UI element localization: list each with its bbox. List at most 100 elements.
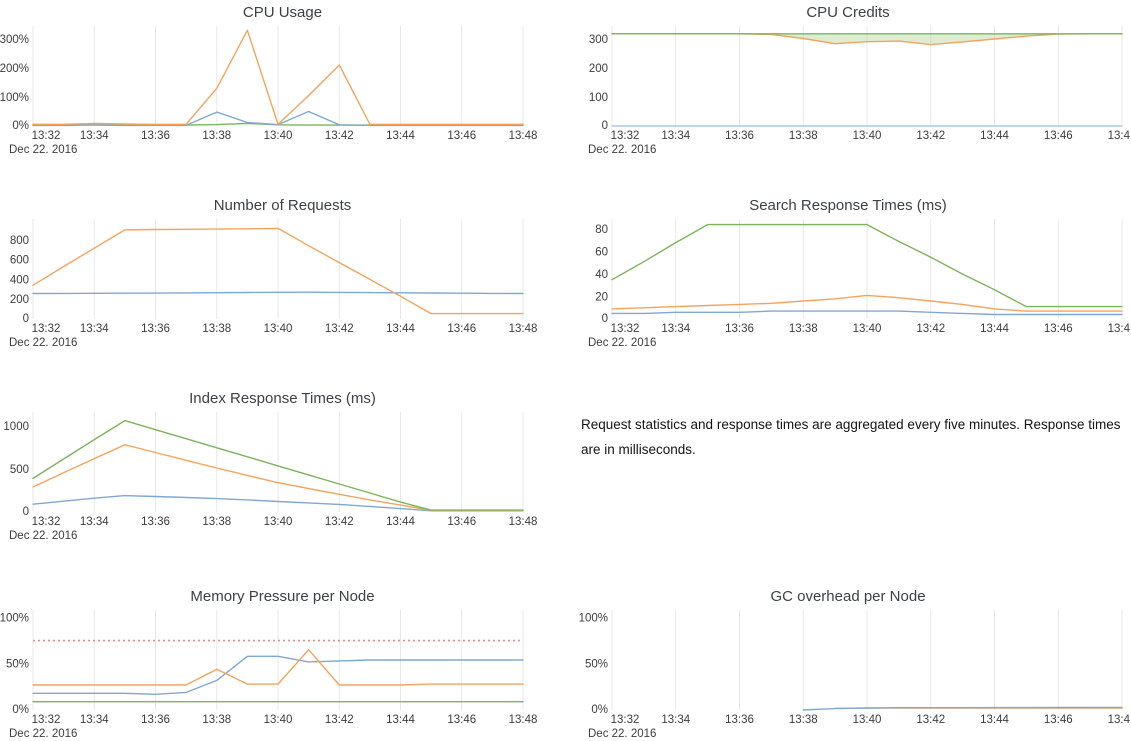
svg-text:200%: 200%: [0, 63, 29, 75]
search-response-times-plot: 0 20 40 60 80 13:32 13:34 13:36 13:38 13:40 13:42 1…: [588, 219, 1130, 349]
svg-text:0%: 0%: [12, 120, 29, 132]
svg-text:13:34: 13:34: [80, 714, 109, 726]
svg-text:300: 300: [589, 34, 608, 46]
svg-text:13:46: 13:46: [447, 714, 476, 726]
svg-text:50%: 50%: [6, 659, 29, 671]
svg-text:13:34: 13:34: [80, 516, 109, 528]
svg-text:0: 0: [23, 506, 29, 518]
svg-text:13:48: 13:48: [1108, 714, 1130, 726]
svg-text:13:48: 13:48: [1108, 130, 1130, 142]
svg-text:13:46: 13:46: [447, 323, 476, 335]
svg-text:13:38: 13:38: [789, 714, 818, 726]
chart-title-memory-pressure: Memory Pressure per Node: [190, 588, 375, 605]
svg-text:13:32: 13:32: [611, 130, 640, 142]
svg-text:800: 800: [10, 235, 29, 247]
chart-gc-overhead: GC overhead per Node 0% 50% 100% 13:32 13:34…: [565, 578, 1131, 741]
svg-text:13:42: 13:42: [325, 516, 354, 528]
svg-text:100%: 100%: [0, 92, 29, 104]
svg-text:13:42: 13:42: [325, 323, 354, 335]
svg-text:13:34: 13:34: [661, 714, 690, 726]
aggregation-note: Request statistics and response times ar…: [581, 417, 1121, 457]
svg-text:0: 0: [602, 313, 608, 325]
svg-text:13:36: 13:36: [141, 714, 170, 726]
svg-text:13:32: 13:32: [32, 130, 61, 142]
svg-text:20: 20: [595, 292, 608, 304]
svg-text:13:38: 13:38: [202, 516, 231, 528]
svg-text:13:46: 13:46: [1044, 714, 1073, 726]
svg-text:13:48: 13:48: [509, 516, 538, 528]
svg-text:13:44: 13:44: [980, 130, 1009, 142]
svg-text:Dec 22. 2016: Dec 22. 2016: [588, 144, 656, 156]
cpu-credits-plot: 0 100 200 300 13:32 13:34 13:36 13:38 13:40 13:42…: [588, 26, 1130, 156]
svg-text:60: 60: [595, 247, 608, 259]
svg-text:13:32: 13:32: [611, 714, 640, 726]
chart-title-cpu-credits: CPU Credits: [806, 4, 890, 21]
svg-text:13:38: 13:38: [789, 323, 818, 335]
svg-text:13:40: 13:40: [264, 130, 293, 142]
svg-text:13:34: 13:34: [661, 323, 690, 335]
svg-text:13:40: 13:40: [853, 130, 882, 142]
svg-text:50%: 50%: [585, 659, 608, 671]
cpu-usage-plot: 0% 100% 200% 300% 13:32 13:34 13:36 13:38 13:40 1…: [0, 26, 537, 156]
svg-text:13:40: 13:40: [853, 714, 882, 726]
svg-text:300%: 300%: [0, 34, 29, 46]
svg-text:13:44: 13:44: [386, 323, 415, 335]
svg-text:13:34: 13:34: [661, 130, 690, 142]
svg-text:Dec 22. 2016: Dec 22. 2016: [9, 530, 77, 542]
svg-text:13:42: 13:42: [916, 714, 945, 726]
svg-text:13:34: 13:34: [80, 130, 109, 142]
svg-text:200: 200: [589, 63, 608, 75]
svg-text:13:44: 13:44: [980, 323, 1009, 335]
chart-number-of-requests: Number of Requests 0 200 400 600 800 13:32 13:…: [0, 193, 565, 386]
chart-title-search-response-times: Search Response Times (ms): [749, 197, 947, 214]
svg-text:13:36: 13:36: [141, 130, 170, 142]
svg-text:13:36: 13:36: [725, 323, 754, 335]
chart-cpu-usage: CPU Usage 0% 100% 200% 300% 13:32 13:34 13:36 1…: [0, 0, 565, 193]
svg-text:13:46: 13:46: [1044, 130, 1073, 142]
svg-text:0%: 0%: [591, 704, 608, 716]
svg-text:13:40: 13:40: [264, 714, 293, 726]
svg-text:13:46: 13:46: [1044, 323, 1073, 335]
svg-text:0: 0: [602, 120, 608, 132]
svg-text:Dec 22. 2016: Dec 22. 2016: [9, 144, 77, 156]
svg-text:13:34: 13:34: [80, 323, 109, 335]
svg-text:13:40: 13:40: [853, 323, 882, 335]
svg-text:0: 0: [23, 313, 29, 325]
svg-text:Dec 22. 2016: Dec 22. 2016: [9, 337, 77, 349]
svg-text:600: 600: [10, 255, 29, 267]
chart-title-index-response-times: Index Response Times (ms): [189, 390, 376, 407]
gc-overhead-plot: 0% 50% 100% 13:32 13:34 13:36 13:38 13:40 13:42 1…: [579, 610, 1130, 740]
svg-text:1000: 1000: [3, 421, 29, 433]
svg-text:13:48: 13:48: [509, 323, 538, 335]
svg-text:13:42: 13:42: [325, 714, 354, 726]
svg-text:13:46: 13:46: [447, 130, 476, 142]
svg-text:100%: 100%: [0, 612, 29, 624]
memory-pressure-plot: 0% 50% 100% 13:32 13:34 13:36 13:38 13:40 13:42 1…: [0, 610, 537, 740]
chart-index-response-times: Index Response Times (ms) 0 500 1000 13:32 1…: [0, 386, 565, 578]
svg-text:13:36: 13:36: [141, 323, 170, 335]
svg-text:13:38: 13:38: [202, 130, 231, 142]
chart-title-gc-overhead: GC overhead per Node: [770, 588, 926, 605]
svg-text:13:38: 13:38: [202, 323, 231, 335]
svg-text:40: 40: [595, 269, 608, 281]
svg-text:13:42: 13:42: [916, 130, 945, 142]
svg-text:Dec 22. 2016: Dec 22. 2016: [588, 337, 656, 349]
svg-text:400: 400: [10, 274, 29, 286]
chart-search-response-times: Search Response Times (ms) 0 20 40 60 80 13:3…: [565, 193, 1131, 386]
svg-text:13:36: 13:36: [725, 130, 754, 142]
svg-text:Dec 22. 2016: Dec 22. 2016: [588, 728, 656, 740]
svg-text:13:44: 13:44: [386, 130, 415, 142]
svg-text:13:32: 13:32: [32, 323, 61, 335]
svg-text:80: 80: [595, 224, 608, 236]
chart-cpu-credits: CPU Credits 0 100 200 300 13:32 13:34 13:36 13:…: [565, 0, 1131, 193]
chart-title-cpu-usage: CPU Usage: [242, 4, 323, 21]
svg-text:13:32: 13:32: [32, 516, 61, 528]
svg-text:13:44: 13:44: [980, 714, 1009, 726]
svg-text:13:36: 13:36: [141, 516, 170, 528]
svg-text:100: 100: [589, 92, 608, 104]
index-response-times-plot: 0 500 1000 13:32 13:34 13:36 13:38 13:40 13:42 13…: [3, 412, 538, 542]
svg-text:13:42: 13:42: [916, 323, 945, 335]
svg-text:13:40: 13:40: [264, 516, 293, 528]
svg-text:13:44: 13:44: [386, 714, 415, 726]
